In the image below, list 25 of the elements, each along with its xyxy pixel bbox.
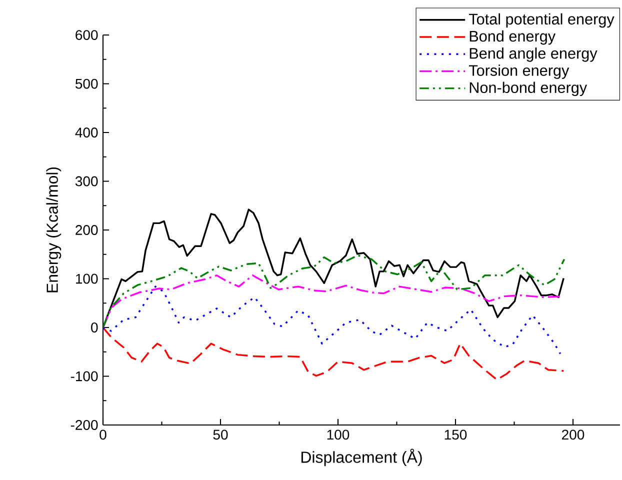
y-tick-label: 600 <box>76 30 98 40</box>
y-tick-label: 100 <box>76 274 98 284</box>
y-tick-label: -100 <box>70 371 98 382</box>
x-tick-label: 0 <box>100 430 106 440</box>
line-series <box>103 286 562 355</box>
x-tick-label: 100 <box>327 430 350 440</box>
y-tick-label: 0 <box>91 322 98 332</box>
line-series <box>103 254 566 328</box>
y-axis-title: Energy (Kcal/mol) <box>46 167 62 292</box>
legend-label: Torsion energy <box>468 64 570 79</box>
legend-label: Total potential energy <box>468 13 614 28</box>
y-tick-label: 500 <box>76 78 98 89</box>
line-series <box>103 326 564 381</box>
legend-label: Bend angle energy <box>470 48 598 62</box>
y-tick-label: 300 <box>75 176 98 186</box>
line-series <box>103 274 562 328</box>
y-tick-label: -200 <box>70 420 98 430</box>
y-tick-label: 400 <box>75 128 98 138</box>
legend-label: Non-bond energy <box>470 82 588 96</box>
y-tick-label: 200 <box>76 225 98 235</box>
x-tick-label: 50 <box>213 430 228 440</box>
x-tick-label: 200 <box>562 430 584 440</box>
x-axis-title: Displacement (Å) <box>301 448 422 466</box>
x-tick-label: 150 <box>444 430 467 440</box>
legend-label: Bond energy <box>470 30 556 45</box>
